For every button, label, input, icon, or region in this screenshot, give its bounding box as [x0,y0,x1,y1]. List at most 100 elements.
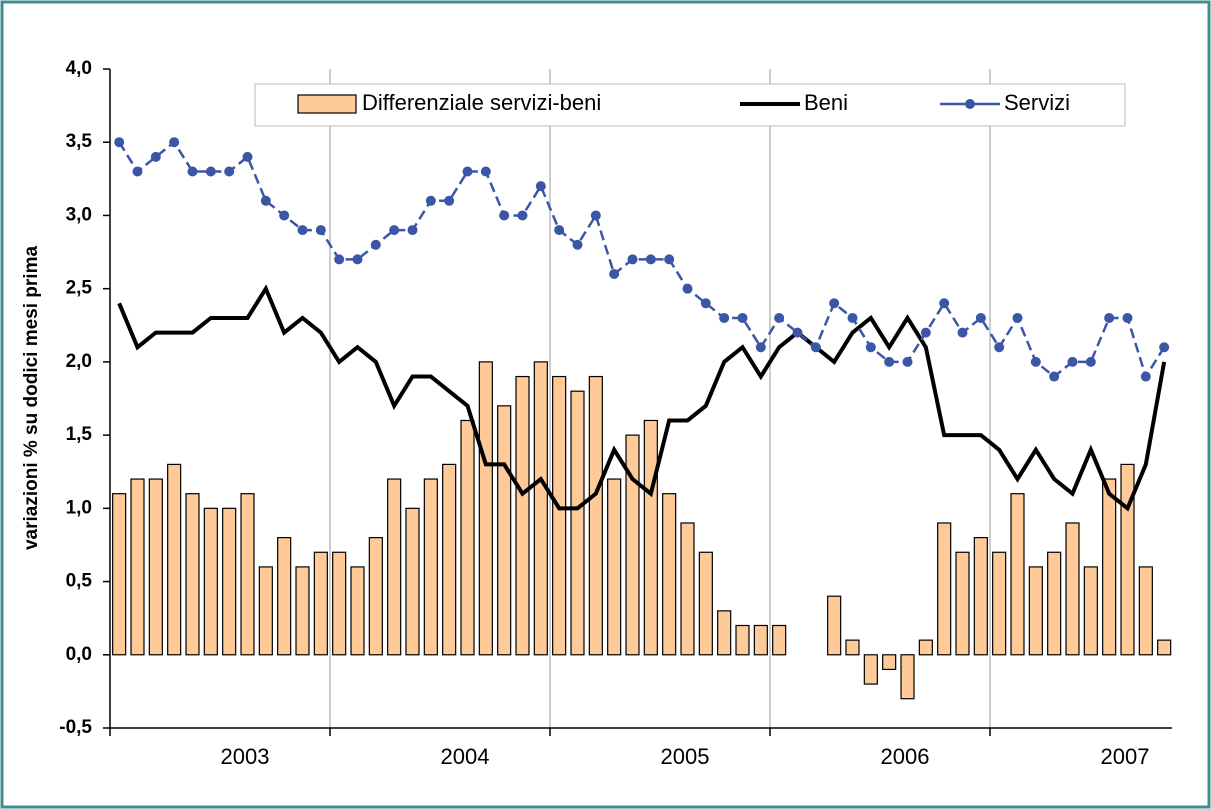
bar [387,478,402,656]
point [425,195,436,206]
y-tick-label: 1,0 [66,497,92,518]
y-axis-title: variazioni % su dodici mesi prima [21,246,42,551]
bar [570,390,585,656]
bar [625,434,640,656]
bar [992,551,1007,656]
bar [332,551,347,656]
y-tick-label: 0,0 [66,644,92,665]
point [554,225,565,236]
point [334,254,345,265]
bar [900,654,915,700]
bar [478,361,493,656]
bar [753,624,768,656]
y-tick-label: -0,5 [59,717,92,738]
point [627,254,638,265]
point [755,342,766,353]
point [1104,312,1115,323]
point [352,254,363,265]
bar [112,493,127,656]
legend-label: Beni [804,90,848,115]
bar [643,419,658,656]
bar [405,507,420,656]
bar [1138,566,1153,656]
bar [552,375,567,656]
bar [863,654,878,685]
point [205,166,216,177]
bar [442,463,457,656]
point [370,239,381,250]
bar [460,419,475,656]
point [847,312,858,323]
point [810,342,821,353]
point [279,210,290,221]
bar [918,639,933,656]
bar [313,551,328,656]
bar [277,537,292,656]
bar [717,610,732,656]
bar [185,493,200,656]
point [792,327,803,338]
point [1067,356,1078,367]
bar [258,566,273,656]
bar [1028,566,1043,656]
point [444,195,455,206]
point [114,137,125,148]
point [939,298,950,309]
x-tick-label: 2004 [441,744,490,769]
line-beni [117,284,1167,512]
bar [533,361,548,656]
bar [295,566,310,656]
point [297,225,308,236]
point [1030,356,1041,367]
bar [588,375,603,656]
point [132,166,143,177]
point [975,312,986,323]
bar [423,478,438,656]
legend-label: Servizi [1004,90,1070,115]
bar [1120,463,1135,656]
point [242,151,253,162]
point [957,327,968,338]
point [535,181,546,192]
bar [1157,639,1172,656]
point [462,166,473,177]
point [260,195,271,206]
bar [515,375,530,656]
point [407,225,418,236]
bar [368,537,383,656]
bar [1065,522,1080,656]
x-tick-label: 2005 [661,744,710,769]
bar [772,624,787,656]
line-servizi [118,140,1166,380]
x-tick-label: 2006 [881,744,930,769]
point [1012,312,1023,323]
point [645,254,656,265]
bar [1010,493,1025,656]
bar [1102,478,1117,656]
bar [497,405,512,656]
bar [882,654,897,671]
y-tick-label: 2,0 [66,351,92,372]
bar [827,595,842,656]
bar [607,478,622,656]
bar [350,566,365,656]
legend-dot [965,99,975,109]
y-tick-label: 1,5 [66,424,93,445]
bar [1083,566,1098,656]
point [737,312,748,323]
bar [222,507,237,656]
point [590,210,601,221]
point [884,356,895,367]
bar [662,493,677,656]
point [1159,342,1170,353]
point [572,239,583,250]
bar [130,478,145,656]
bar [735,624,750,656]
point [994,342,1005,353]
point [865,342,876,353]
y-tick-label: 3,0 [66,204,92,225]
y-tick-label: 3,5 [66,131,93,152]
legend-label: Differenziale servizi-beni [362,90,601,115]
